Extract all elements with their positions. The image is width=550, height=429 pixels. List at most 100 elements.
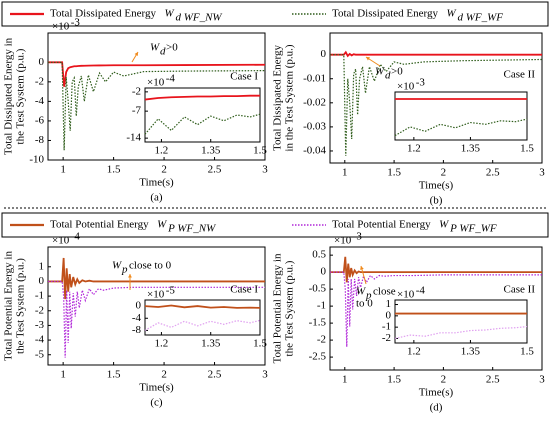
y-tick-label: -0.01 [303, 72, 326, 84]
y-tick-label: -3 [35, 319, 45, 331]
y-axis-label: the Test System (p.u.) [15, 48, 27, 144]
axis-multiplier-exponent: -4 [416, 285, 426, 297]
x-tick-label: 1 [60, 164, 66, 176]
case-label: Case II [504, 284, 536, 296]
axis-multiplier-exponent: -3 [353, 231, 363, 243]
x-tick-label: 2 [441, 374, 447, 386]
axis-multiplier: ×10 [52, 235, 70, 247]
legend-subscript: d WF_WF [457, 12, 503, 24]
x-tick-label: 1.5 [520, 143, 534, 155]
y-tick-label: 0 [321, 48, 327, 60]
series-line [144, 319, 261, 331]
caption: (a) [150, 192, 163, 204]
y-tick-label: 1 [39, 260, 45, 272]
y-tick-label: -6 [35, 114, 45, 126]
x-tick-label: 1.35 [461, 346, 481, 358]
axis-multiplier-exponent: -3 [71, 17, 81, 29]
axis-multiplier: ×10 [147, 289, 165, 301]
inset-frame [144, 299, 261, 336]
x-tick-label: 2.5 [208, 369, 222, 381]
y-tick-label: -2 [317, 334, 326, 346]
series-line [48, 257, 265, 300]
annotation-symbol: W [150, 42, 160, 54]
series-line [48, 280, 265, 358]
annotation-symbol: W [356, 286, 366, 298]
axis-multiplier: ×10 [334, 235, 352, 247]
y-tick-label: -1 [317, 300, 326, 312]
y-tick-label: -10 [29, 154, 44, 166]
legend-symbol: W [164, 8, 174, 20]
x-axis-label: Time(s) [139, 177, 174, 189]
x-tick-label: 1.5 [107, 369, 121, 381]
y-axis-label: the Test System (p.u.) [15, 258, 27, 354]
caption: (c) [150, 397, 163, 409]
y-tick-label: -2 [35, 304, 44, 316]
y-tick-label: -1 [382, 321, 391, 333]
x-tick-label: 2.5 [208, 164, 222, 176]
case-label: Case II [504, 69, 536, 81]
y-tick-label: 0 [321, 266, 327, 278]
case-label: Case I [230, 71, 258, 83]
x-axis-label: Time(s) [419, 180, 454, 192]
annotation-text: >0 [391, 66, 403, 78]
legend-label: Total Potential Energy [50, 219, 149, 231]
legend-label: Total Dissipated Energy [50, 8, 156, 20]
annotation-text: close [373, 286, 396, 298]
annotation-text: to 0 [356, 298, 373, 310]
legend-subscript: P WF_NW [167, 223, 216, 235]
series-line [48, 61, 266, 151]
legend-symbol: W [439, 219, 449, 231]
y-tick-label: -2.5 [309, 351, 327, 363]
y-tick-label: -4 [132, 312, 142, 324]
y-tick-label: -5 [35, 348, 45, 360]
y-tick-label: -8 [132, 324, 142, 336]
y-axis-label: Total Potential Energy in [272, 253, 284, 363]
y-tick-label: -0.02 [303, 96, 326, 108]
x-axis-label: Time(s) [139, 382, 174, 394]
series-line [48, 61, 266, 87]
x-tick-label: 1.5 [387, 374, 401, 386]
series-line [330, 271, 542, 347]
y-tick-label: 0.5 [312, 249, 326, 261]
annotation-arrowhead [134, 52, 138, 56]
axis-multiplier-exponent: -5 [166, 285, 176, 297]
x-tick-label: 1.5 [520, 346, 534, 358]
legend-label: Total Dissipated Energy [332, 8, 438, 20]
axis-multiplier-exponent: -4 [71, 231, 81, 243]
x-tick-label: 1 [60, 369, 66, 381]
axis-multiplier: ×10 [397, 81, 415, 93]
x-tick-label: 2 [161, 369, 167, 381]
x-tick-label: 1.2 [155, 145, 169, 157]
axis-multiplier-exponent: -3 [416, 77, 426, 89]
axis-multiplier: ×10 [397, 289, 415, 301]
series-line [394, 118, 528, 137]
y-tick-label: 0 [386, 309, 392, 321]
annotation-subscript: p [365, 290, 372, 302]
x-tick-label: 1.5 [253, 338, 267, 350]
y-tick-label: -2 [382, 332, 391, 344]
x-tick-label: 3 [262, 369, 268, 381]
y-tick-label: -0.5 [309, 283, 327, 295]
y-tick-label: -1.5 [309, 317, 327, 329]
x-tick-label: 1 [342, 167, 348, 179]
x-tick-label: 1.2 [407, 143, 421, 155]
y-tick-label: -2 [132, 85, 141, 97]
legend-subscript: d WF_NW [175, 12, 222, 24]
y-axis-label: Total Dissipated Energy [272, 45, 284, 151]
annotation-arrowhead [128, 274, 132, 278]
series-line [330, 50, 542, 58]
legend-subscript: P WF_WF [449, 223, 497, 235]
series-line [144, 304, 261, 309]
x-tick-label: 1.5 [387, 167, 401, 179]
legend-symbol: W [157, 219, 167, 231]
y-tick-label: 1 [386, 298, 392, 310]
case-label: Case I [230, 284, 258, 296]
x-tick-label: 2 [441, 167, 447, 179]
x-tick-label: 2 [161, 164, 167, 176]
x-tick-label: 1.35 [461, 143, 481, 155]
x-tick-label: 1.35 [201, 338, 221, 350]
y-tick-label: -1 [35, 290, 44, 302]
caption: (d) [430, 402, 443, 414]
y-tick-label: -4 [35, 95, 45, 107]
y-tick-label: -7 [132, 105, 142, 117]
